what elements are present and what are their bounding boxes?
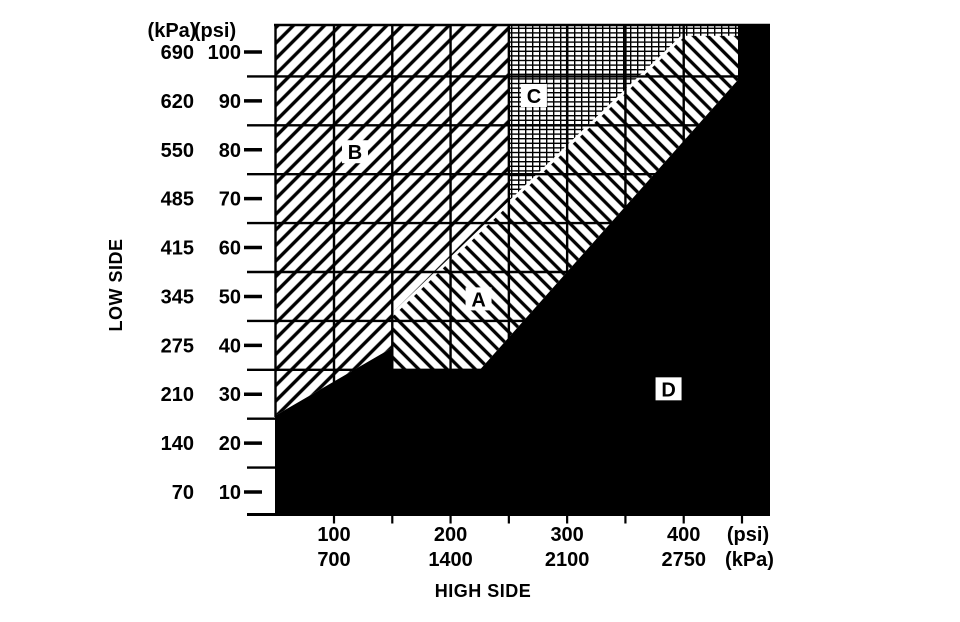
y-axis-unit-kpa: (kPa) xyxy=(148,20,197,42)
y-tick-label-psi: 20 xyxy=(219,433,241,455)
x-tick-label-kpa: 2750 xyxy=(661,549,706,571)
y-tick-label-psi: 60 xyxy=(219,238,241,260)
region-C xyxy=(508,25,738,204)
x-axis-title: HIGH SIDE xyxy=(434,581,532,601)
y-tick-label-kpa: 345 xyxy=(161,286,194,308)
y-tick-label-kpa: 275 xyxy=(161,335,194,357)
region-label-B: B xyxy=(348,142,362,164)
y-tick-label-kpa: 550 xyxy=(161,140,194,162)
region-label-D: D xyxy=(661,379,675,401)
x-tick-label-kpa: 2100 xyxy=(545,549,590,571)
region-D xyxy=(275,25,770,514)
y-tick-label-kpa: 415 xyxy=(161,238,194,260)
y-tick-label-psi: 50 xyxy=(219,286,241,308)
y-tick-label-kpa: 210 xyxy=(161,384,194,406)
region-label-A: A xyxy=(471,289,485,311)
region-label-box-B xyxy=(341,140,368,164)
y-axis-title: LOW SIDE xyxy=(106,238,126,332)
region-label-box-D xyxy=(655,377,682,401)
y-axis-unit-psi: (psi) xyxy=(194,20,236,42)
y-tick-label-psi: 80 xyxy=(219,140,241,162)
y-tick-label-kpa: 485 xyxy=(161,189,194,211)
y-tick-label-psi: 10 xyxy=(219,482,241,504)
x-tick-label-kpa: 700 xyxy=(317,549,350,571)
x-tick-label-psi: 400 xyxy=(667,524,700,546)
x-tick-label-kpa: 1400 xyxy=(428,549,473,571)
y-tick-label-psi: 40 xyxy=(219,335,241,357)
region-label-C: C xyxy=(527,86,541,108)
region-A xyxy=(392,35,738,370)
region-boundary-gap xyxy=(391,34,685,317)
x-axis-unit-kpa: (kPa) xyxy=(725,549,774,571)
y-tick-label-psi: 100 xyxy=(208,42,241,64)
y-tick-label-psi: 90 xyxy=(219,91,241,113)
x-tick-label-psi: 200 xyxy=(434,524,467,546)
y-tick-label-kpa: 70 xyxy=(172,482,194,504)
y-tick-label-kpa: 620 xyxy=(161,91,194,113)
y-tick-label-kpa: 690 xyxy=(161,42,194,64)
x-tick-label-psi: 300 xyxy=(550,524,583,546)
x-axis-unit-psi: (psi) xyxy=(727,524,769,546)
y-tick-label-psi: 70 xyxy=(219,189,241,211)
region-label-box-C xyxy=(520,84,547,108)
region-label-box-A xyxy=(465,287,492,311)
y-tick-label-psi: 30 xyxy=(219,384,241,406)
x-tick-label-psi: 100 xyxy=(317,524,350,546)
y-tick-label-kpa: 140 xyxy=(161,433,194,455)
